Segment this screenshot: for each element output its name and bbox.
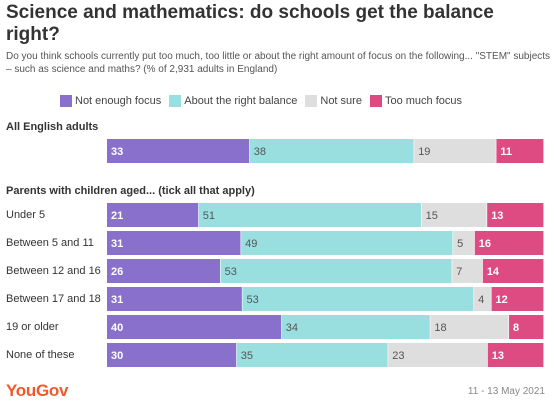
bar-segment xyxy=(107,139,250,163)
bar-segment xyxy=(281,315,430,339)
bar-segment xyxy=(491,287,544,311)
yougov-logo: YouGov xyxy=(6,381,69,400)
data-label: 18 xyxy=(434,322,446,334)
stacked-bar-chart: 33 38 19 11 21 51 15 13 31 49 5 16 26 53 7 14 31 53 4 12 40 3… xyxy=(107,139,544,367)
data-label: 11 xyxy=(500,146,512,158)
data-label: 53 xyxy=(246,294,258,306)
bar-segment xyxy=(453,231,475,255)
data-label: 12 xyxy=(496,294,508,306)
data-label: 14 xyxy=(487,266,500,278)
legend-item-not-enough: Not enough focus xyxy=(60,95,161,107)
data-label: 34 xyxy=(286,322,298,334)
bar-segment xyxy=(487,203,544,227)
bar-segment xyxy=(474,231,544,255)
bar-segment xyxy=(198,203,422,227)
data-label: 5 xyxy=(457,238,463,250)
bar-segment xyxy=(388,343,488,367)
chart-subtitle: Do you think schools currently put too m… xyxy=(6,51,551,75)
data-label: 26 xyxy=(111,266,123,278)
data-label: 13 xyxy=(492,350,504,362)
section-label-all-adults: All English adults xyxy=(6,121,99,133)
row-label-17-to-18: Between 17 and 18 xyxy=(6,293,101,305)
bar-segment xyxy=(107,259,221,283)
data-label: 15 xyxy=(426,210,438,222)
bar-segment xyxy=(107,315,282,339)
bar-segment xyxy=(107,203,199,227)
bar-segment xyxy=(249,139,414,163)
data-label: 4 xyxy=(478,294,484,306)
data-label: 38 xyxy=(254,146,266,158)
data-label: 35 xyxy=(241,350,253,362)
bar-segment xyxy=(220,259,452,283)
data-label: 40 xyxy=(111,322,123,334)
row-label-19-plus: 19 or older xyxy=(6,321,59,333)
bar-segment xyxy=(421,203,487,227)
chart-title: Science and mathematics: do schools get … xyxy=(6,2,494,45)
bar-segment xyxy=(241,231,453,255)
legend: Not enough focus About the right balance… xyxy=(60,94,470,108)
data-label: 33 xyxy=(111,146,123,158)
data-label: 30 xyxy=(111,350,123,362)
survey-date: 11 - 13 May 2021 xyxy=(467,386,545,397)
legend-label: About the right balance xyxy=(184,95,298,107)
data-label: 53 xyxy=(225,266,237,278)
legend-item-not-sure: Not sure xyxy=(305,95,362,107)
row-label-under-5: Under 5 xyxy=(6,209,46,221)
bar-segment xyxy=(474,287,491,311)
data-label: 31 xyxy=(111,294,123,306)
bar-segment xyxy=(236,343,388,367)
data-label: 31 xyxy=(111,238,123,250)
legend-label: Not sure xyxy=(320,95,362,107)
data-label: 16 xyxy=(479,238,491,250)
data-label: 7 xyxy=(456,266,462,278)
data-label: 13 xyxy=(491,210,503,222)
legend-item-too-much: Too much focus xyxy=(369,95,462,107)
legend-swatch xyxy=(369,95,382,107)
data-label: 51 xyxy=(203,210,215,222)
legend-swatch xyxy=(305,95,318,107)
legend-label: Too much focus xyxy=(384,95,462,107)
row-label-5-to-11: Between 5 and 11 xyxy=(6,237,94,249)
bar-segment xyxy=(509,315,544,339)
legend-swatch xyxy=(60,95,72,107)
bar-segment xyxy=(107,287,242,311)
bar-segment xyxy=(496,139,544,163)
bar-segment xyxy=(107,343,237,367)
data-label: 8 xyxy=(513,322,519,334)
bar-segment xyxy=(452,259,483,283)
bar-segment xyxy=(242,287,474,311)
legend-swatch xyxy=(169,95,182,107)
data-label: 23 xyxy=(392,350,404,362)
bar-segment xyxy=(430,315,509,339)
row-label-none: None of these xyxy=(6,349,75,361)
bar-segment xyxy=(414,139,496,163)
legend-label: Not enough focus xyxy=(75,95,162,107)
row-label-12-to-16: Between 12 and 16 xyxy=(6,265,101,277)
data-label: 19 xyxy=(418,146,430,158)
bar-segment xyxy=(107,231,241,255)
data-label: 49 xyxy=(245,238,257,250)
data-label: 21 xyxy=(111,210,123,222)
bar-segment xyxy=(487,343,544,367)
bar-segment xyxy=(482,259,544,283)
section-label-parents: Parents with children aged... (tick all … xyxy=(6,185,255,197)
legend-item-right-balance: About the right balance xyxy=(169,95,297,107)
